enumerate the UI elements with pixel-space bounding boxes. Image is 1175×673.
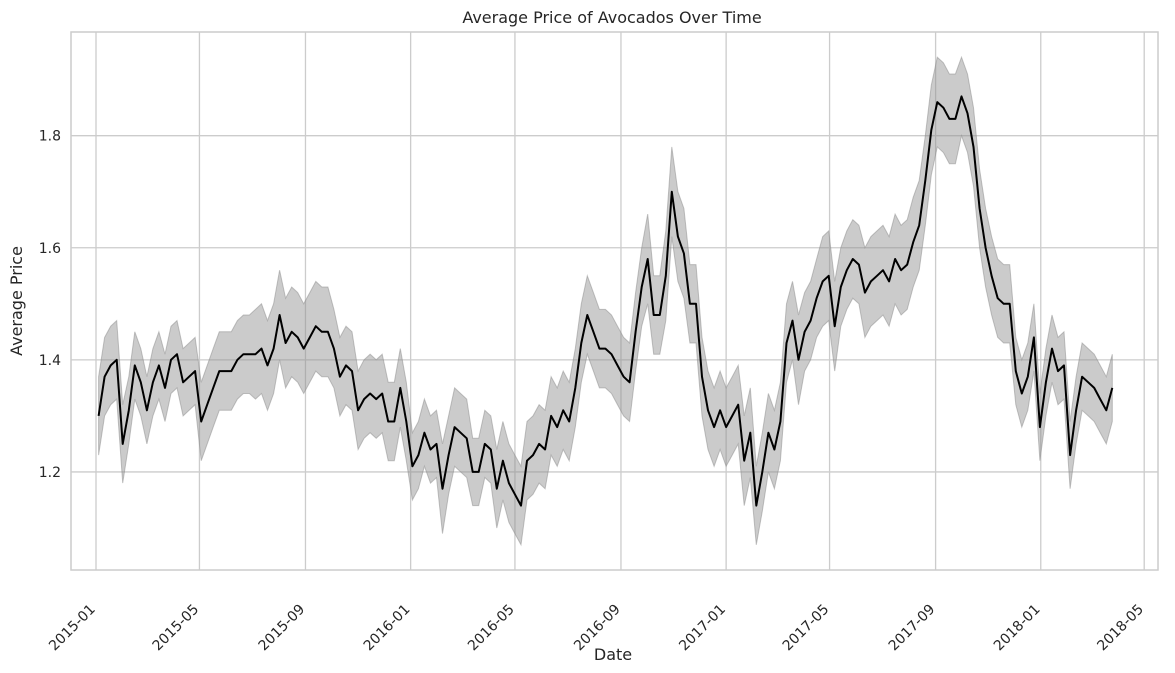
x-tick-label: 2017-09 — [886, 602, 939, 655]
y-axis-ticks: 1.2 1.4 1.6 1.8 — [39, 129, 61, 481]
price-series-line — [97, 95, 1114, 507]
x-tick-label: 2017-05 — [780, 602, 833, 655]
y-axis-label: Average Price — [7, 246, 26, 356]
x-tick-label: 2016-01 — [361, 602, 414, 655]
x-tick-label: 2018-01 — [991, 602, 1044, 655]
plot-frame — [70, 31, 1159, 571]
price-line-layer — [97, 95, 1114, 507]
y-tick-label: 1.8 — [39, 129, 61, 145]
axes-frame — [70, 31, 1159, 571]
confidence-band — [98, 55, 1113, 547]
y-tick-label: 1.6 — [39, 241, 61, 257]
x-tick-label: 2015-01 — [46, 602, 99, 655]
x-tick-label: 2017-01 — [676, 602, 729, 655]
y-tick-label: 1.2 — [39, 465, 61, 481]
x-tick-label: 2015-09 — [256, 602, 309, 655]
x-tick-label: 2015-05 — [150, 602, 203, 655]
x-tick-label: 2018-05 — [1094, 602, 1147, 655]
confidence-band-layer — [98, 55, 1113, 547]
x-axis-label: Date — [594, 645, 632, 664]
y-tick-label: 1.4 — [39, 353, 61, 369]
x-tick-label: 2016-05 — [465, 602, 518, 655]
chart-title: Average Price of Avocados Over Time — [462, 8, 761, 27]
